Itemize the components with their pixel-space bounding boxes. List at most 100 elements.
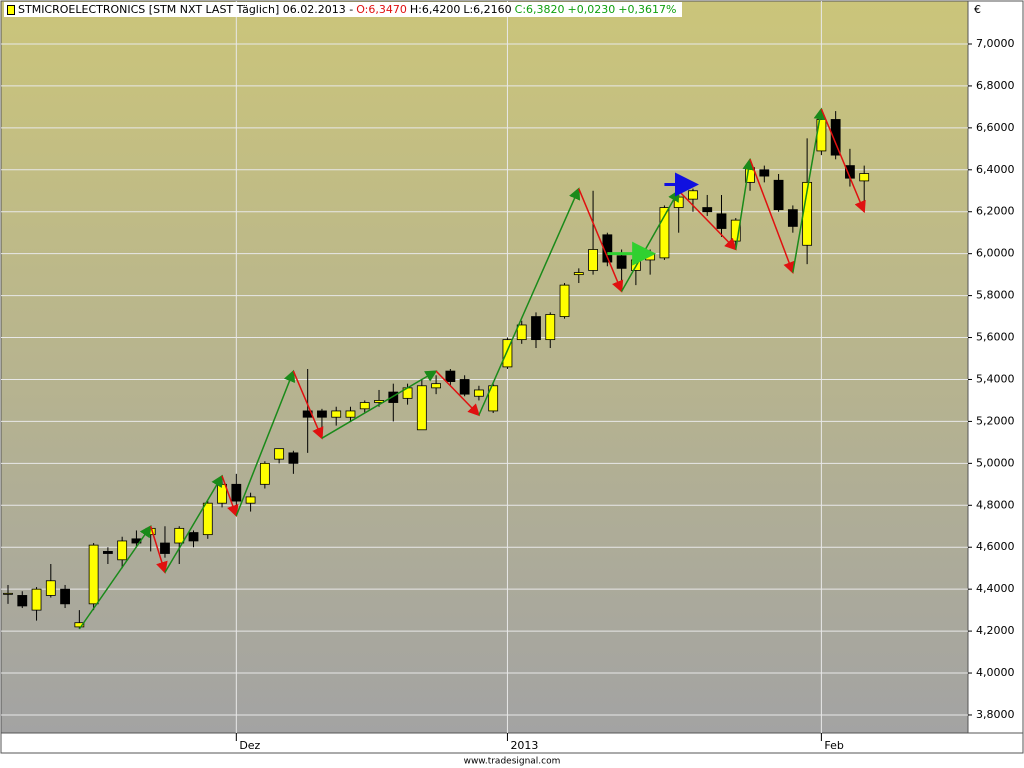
candle-body [516,324,527,341]
candle-body [602,234,613,263]
candle-body [830,119,841,156]
y-tick-label: 4,4000 [976,582,1015,595]
low-label: L:6,2160 [463,3,512,16]
candle-body [559,284,570,317]
candle-body [588,249,598,271]
zigzag-arrow [149,526,168,574]
y-tick-label: 7,0000 [976,37,1015,50]
y-axis-panel [967,0,1024,734]
zigzag-arrow [749,159,795,274]
x-tick-label: 2013 [510,739,538,752]
zigzag-arrow [792,107,826,273]
candle-body [388,391,399,403]
zigzag-arrow [164,474,223,573]
open-label: O:6,3470 [356,3,407,16]
candle-body [474,389,484,397]
candle-body [773,179,784,211]
candle-body [787,209,798,227]
candle-body [117,540,128,561]
candle-body [702,207,713,213]
candle-body [74,622,85,628]
change-label: +0,0230 [567,3,616,16]
y-tick-label: 6,4000 [976,163,1015,176]
candle-body [673,196,684,208]
y-tick-label: 4,6000 [976,540,1015,553]
y-tick-label: 6,6000 [976,121,1015,134]
candle-body [659,207,670,259]
candle-body [202,502,213,536]
header: STMICROELECTRONICS [STM NXT LAST Täglich… [4,2,683,17]
candle-body [359,402,370,410]
y-tick-label: 5,0000 [976,456,1015,469]
y-tick-label: 5,6000 [976,331,1015,344]
candle-body [573,272,584,276]
candle-body [445,370,456,382]
candle-body [245,496,256,504]
candle-body [331,410,342,418]
y-tick-label: 4,0000 [976,666,1015,679]
y-tick-label: 4,8000 [976,498,1015,511]
zigzag-arrow [678,190,737,251]
candle-body [217,483,227,504]
x-axis-panel [0,732,1024,754]
y-tick-label: 5,2000 [976,414,1015,427]
y-tick-label: 5,8000 [976,289,1015,302]
candle-body [431,383,442,389]
candle-body [102,551,113,554]
zigzag-arrow [435,370,480,417]
candle-body [31,588,42,611]
zigzag-arrow [78,525,152,630]
candle-body [616,255,627,269]
candle-body [88,544,99,605]
candle-body [459,379,470,395]
candle-body [317,410,327,418]
zigzag-arrow [820,108,866,214]
zigzag-arrow [478,187,581,416]
y-tick-label: 6,8000 [976,79,1015,92]
zigzag-arrow [578,188,624,293]
y-tick-label: 6,0000 [976,247,1015,260]
candle-body [188,532,199,542]
zigzag-arrow [735,157,755,250]
zigzag-arrow [620,189,680,292]
candle-body [759,169,770,177]
x-tick-label: Feb [824,739,843,752]
candle-body [345,410,356,418]
candle-body [231,483,242,502]
zigzag-arrow [321,370,438,439]
close-label: C:6,3820 [514,3,565,16]
candle-body [716,213,727,229]
candle-body [416,385,427,431]
candle-body [45,580,56,596]
candle-body [531,316,541,341]
change-pct-label: +0,3617% [618,3,677,16]
candle-body [259,462,270,485]
candle-body [688,190,698,200]
zigzag-arrow [221,475,239,518]
footer: www.tradesignal.com [464,757,561,767]
candle-body [3,592,13,595]
candle-body [488,385,499,412]
candle-body [174,527,185,544]
currency-label: € [974,3,981,16]
candle-body [160,542,170,554]
y-tick-label: 3,8000 [976,708,1015,721]
candle-body [274,448,285,460]
candle-body [288,452,299,464]
candle-body [859,173,870,182]
high-label: H:6,4200 [409,3,461,16]
y-tick-label: 4,2000 [976,624,1015,637]
y-tick-label: 6,2000 [976,205,1015,218]
zigzag-arrow [235,369,296,517]
y-tick-label: 5,4000 [976,372,1015,385]
candle-body [60,588,70,605]
plot-area [0,0,969,734]
instrument: STMICROELECTRONICS [STM NXT LAST Täglich… [18,3,354,16]
zigzag-arrow [292,370,324,440]
candle-body [17,595,28,607]
x-tick-label: Dez [239,739,260,752]
candle-body [502,339,513,368]
candle-body [545,314,556,341]
